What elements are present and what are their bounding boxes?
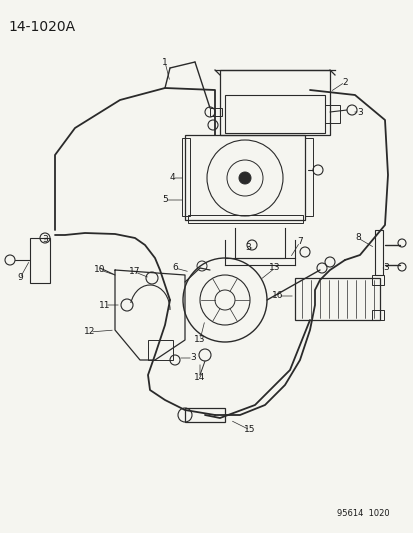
Text: 7: 7 — [297, 238, 302, 246]
Text: 14-1020A: 14-1020A — [8, 20, 75, 34]
Bar — [185, 408, 224, 422]
Text: 10: 10 — [94, 265, 105, 274]
Text: 5: 5 — [162, 196, 167, 205]
Text: 6: 6 — [172, 263, 178, 272]
Text: 12: 12 — [84, 327, 95, 336]
Bar — [209, 108, 221, 116]
Text: 9: 9 — [17, 273, 23, 282]
Text: 8: 8 — [354, 233, 360, 243]
Bar — [30, 238, 50, 283]
Text: 16: 16 — [272, 292, 283, 301]
Bar — [294, 278, 379, 320]
Text: 3: 3 — [190, 353, 195, 362]
Text: 2: 2 — [342, 77, 347, 86]
Text: 3: 3 — [42, 236, 48, 245]
Text: 14: 14 — [194, 374, 205, 383]
Bar — [182, 138, 190, 216]
Bar — [371, 275, 383, 285]
Bar — [371, 310, 383, 320]
Text: 17: 17 — [129, 268, 140, 277]
Text: 15: 15 — [244, 425, 255, 434]
Bar — [374, 230, 382, 275]
Bar — [219, 70, 329, 135]
Text: 11: 11 — [99, 301, 111, 310]
Bar — [188, 215, 302, 223]
Bar — [324, 105, 339, 123]
Text: 1: 1 — [162, 58, 167, 67]
Text: 95614  1020: 95614 1020 — [337, 509, 389, 518]
Bar — [224, 95, 324, 133]
Circle shape — [238, 172, 250, 184]
Text: 13: 13 — [194, 335, 205, 344]
Text: 3: 3 — [382, 263, 388, 272]
Bar — [304, 138, 312, 216]
Bar — [185, 135, 304, 220]
Text: 3: 3 — [244, 244, 250, 253]
Bar — [147, 340, 173, 360]
Text: 3: 3 — [356, 108, 362, 117]
Text: 13: 13 — [268, 263, 280, 272]
Text: 4: 4 — [169, 174, 174, 182]
